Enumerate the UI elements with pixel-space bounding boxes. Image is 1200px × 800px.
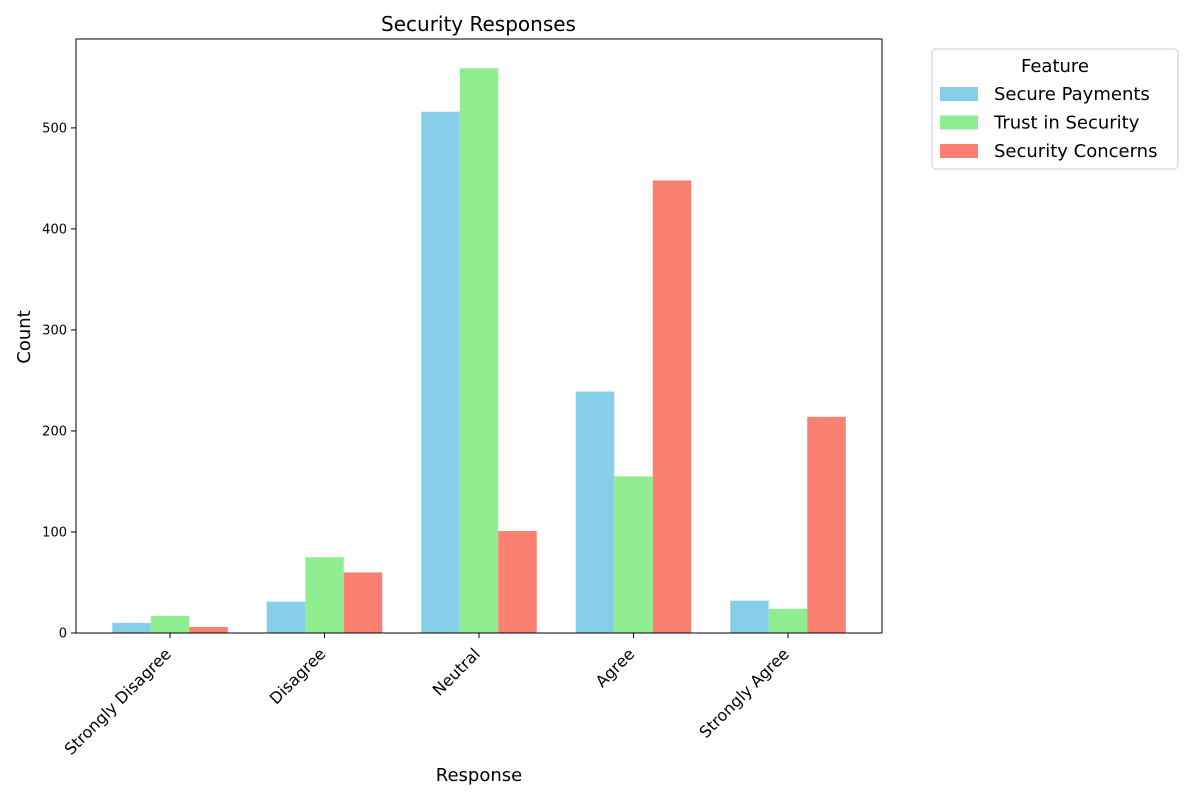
- y-tick-label: 0: [59, 627, 67, 642]
- legend-label-security-concerns: Security Concerns: [994, 141, 1157, 162]
- bar-secure-payments-strongly-agree: [730, 600, 769, 633]
- bar-secure-payments-neutral: [421, 111, 460, 634]
- bar-security-concerns-agree: [652, 180, 692, 633]
- y-axis: 0 100 200 300 400 500: [42, 121, 76, 642]
- bar-secure-payments-agree: [575, 391, 615, 633]
- x-axis-label: Response: [436, 765, 522, 786]
- bar-security-concerns-strongly-disagree: [189, 626, 228, 633]
- legend-title: Feature: [1021, 56, 1089, 77]
- bar-trust-in-security-agree: [614, 476, 653, 633]
- bar-trust-in-security-strongly-agree: [768, 608, 808, 633]
- bar-trust-in-security-neutral: [459, 68, 499, 634]
- bar-secure-payments-disagree: [266, 601, 306, 633]
- legend-swatch-trust-in-security: [940, 115, 978, 130]
- bar-security-concerns-strongly-agree: [807, 416, 846, 633]
- bar-trust-in-security-strongly-disagree: [150, 615, 190, 633]
- bar-secure-payments-strongly-disagree: [112, 622, 151, 633]
- legend-frame: [931, 48, 1179, 170]
- x-axis: Strongly Disagree Disagree Neutral Agree Str…: [60, 633, 793, 759]
- y-tick-label: 100: [42, 525, 67, 540]
- legend-label-trust-in-security: Trust in Security: [993, 113, 1140, 134]
- legend-label-secure-payments: Secure Payments: [994, 84, 1150, 105]
- legend-swatch-secure-payments: [940, 87, 978, 101]
- chart-title: Security Responses: [381, 12, 576, 36]
- x-tick-label-strongly-disagree: Strongly Disagree: [60, 644, 174, 758]
- legend-swatch-security-concerns: [940, 144, 978, 158]
- y-tick-label: 500: [42, 121, 67, 136]
- x-tick-label-strongly-agree: Strongly Agree: [695, 644, 792, 741]
- y-tick-label: 300: [42, 323, 67, 338]
- plot-frame: [75, 38, 883, 634]
- bars-group: [112, 68, 846, 634]
- bar-trust-in-security-disagree: [305, 557, 344, 633]
- y-tick-label: 200: [42, 424, 67, 439]
- bar-security-concerns-neutral: [498, 530, 537, 633]
- legend: Feature Secure Payments Trust in Security…: [931, 48, 1179, 170]
- x-tick-label-neutral: Neutral: [429, 644, 484, 699]
- y-axis-label: Count: [14, 310, 35, 363]
- x-tick-label-agree: Agree: [592, 644, 639, 691]
- y-tick-label: 400: [42, 222, 67, 237]
- x-tick-label-disagree: Disagree: [266, 644, 330, 708]
- bar-security-concerns-disagree: [343, 572, 383, 633]
